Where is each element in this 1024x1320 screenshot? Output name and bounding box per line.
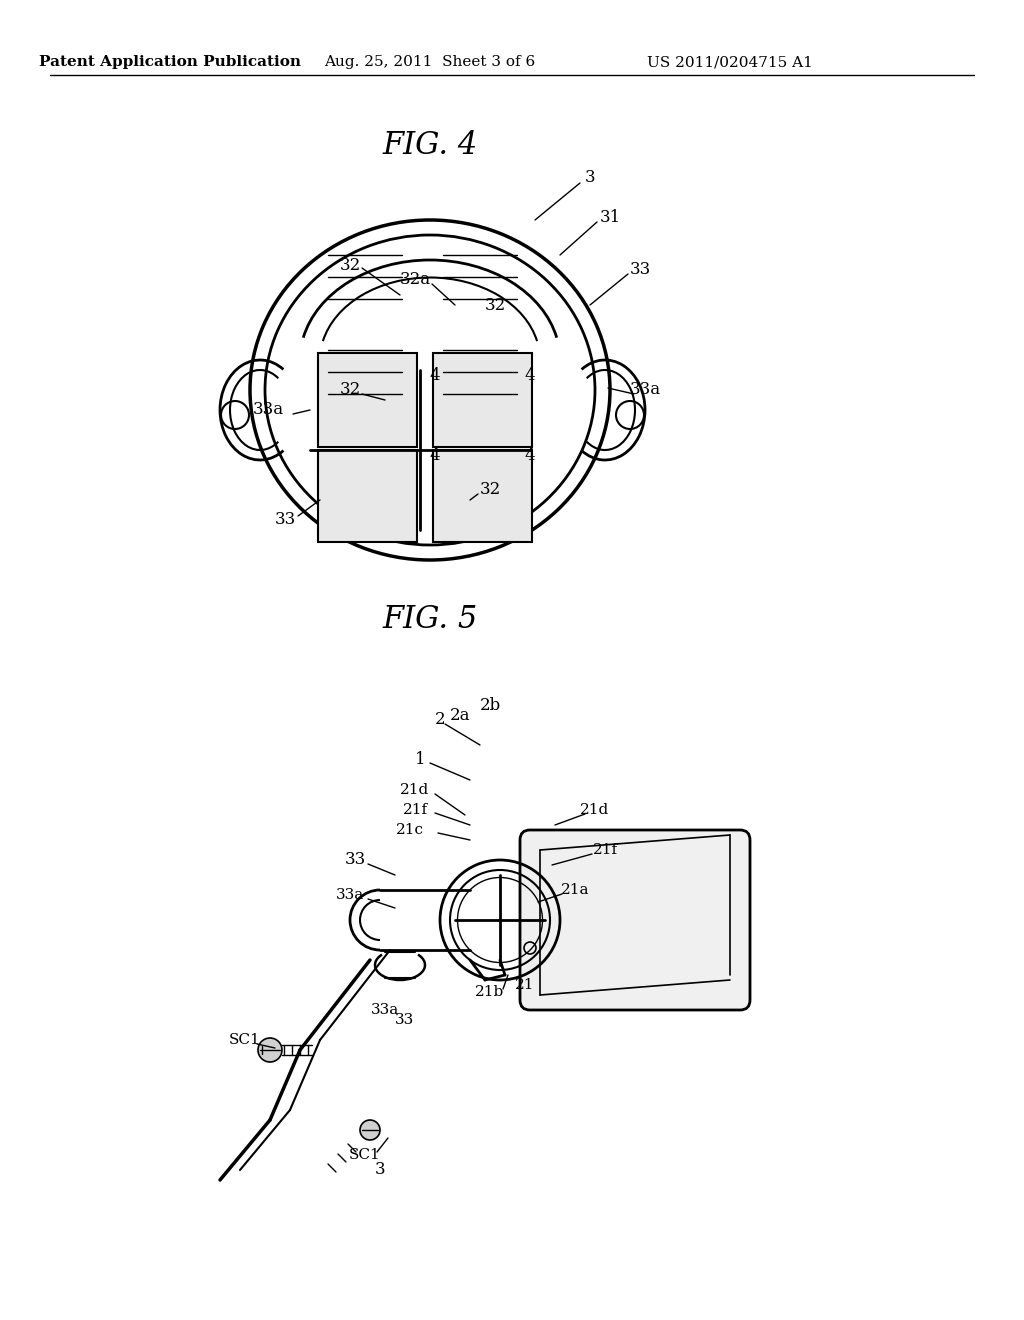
Circle shape — [360, 1119, 380, 1140]
Text: 4: 4 — [524, 446, 536, 463]
Text: 21: 21 — [515, 978, 535, 993]
Text: 32: 32 — [339, 256, 360, 273]
Text: 2: 2 — [434, 711, 445, 729]
Text: 32: 32 — [339, 381, 360, 399]
Text: 1: 1 — [415, 751, 425, 768]
Text: 4: 4 — [524, 367, 536, 384]
Text: 33a: 33a — [336, 888, 365, 902]
FancyBboxPatch shape — [318, 352, 417, 447]
Text: 21d: 21d — [400, 783, 430, 797]
Text: 32: 32 — [484, 297, 506, 314]
Text: 33a: 33a — [371, 1003, 399, 1016]
Text: 21f: 21f — [593, 843, 617, 857]
Text: US 2011/0204715 A1: US 2011/0204715 A1 — [647, 55, 813, 69]
Text: 2a: 2a — [450, 706, 470, 723]
FancyBboxPatch shape — [520, 830, 750, 1010]
Text: 33a: 33a — [630, 381, 660, 399]
Text: 33a: 33a — [253, 401, 284, 418]
Text: 3: 3 — [375, 1162, 385, 1179]
Text: 21c: 21c — [396, 822, 424, 837]
Text: 21b: 21b — [475, 985, 505, 999]
Text: 33: 33 — [395, 1012, 415, 1027]
Text: 4: 4 — [430, 446, 440, 463]
Text: 32a: 32a — [399, 272, 430, 289]
Text: 21d: 21d — [581, 803, 609, 817]
Text: 32: 32 — [479, 482, 501, 499]
Text: FIG. 5: FIG. 5 — [382, 605, 477, 635]
Text: 33: 33 — [344, 851, 366, 869]
Text: 33: 33 — [630, 261, 650, 279]
FancyBboxPatch shape — [433, 450, 532, 543]
Text: 21a: 21a — [561, 883, 589, 898]
Text: 4: 4 — [430, 367, 440, 384]
Text: SC1: SC1 — [349, 1148, 381, 1162]
Text: 3: 3 — [585, 169, 595, 186]
Text: FIG. 4: FIG. 4 — [382, 129, 477, 161]
Text: 21f: 21f — [402, 803, 428, 817]
Text: 31: 31 — [599, 210, 621, 227]
Text: SC1: SC1 — [229, 1034, 261, 1047]
FancyBboxPatch shape — [318, 450, 417, 543]
Text: Patent Application Publication: Patent Application Publication — [39, 55, 301, 69]
Text: Aug. 25, 2011  Sheet 3 of 6: Aug. 25, 2011 Sheet 3 of 6 — [325, 55, 536, 69]
Text: 33: 33 — [274, 511, 296, 528]
Text: 2b: 2b — [479, 697, 501, 714]
Circle shape — [258, 1038, 282, 1063]
FancyBboxPatch shape — [433, 352, 532, 447]
